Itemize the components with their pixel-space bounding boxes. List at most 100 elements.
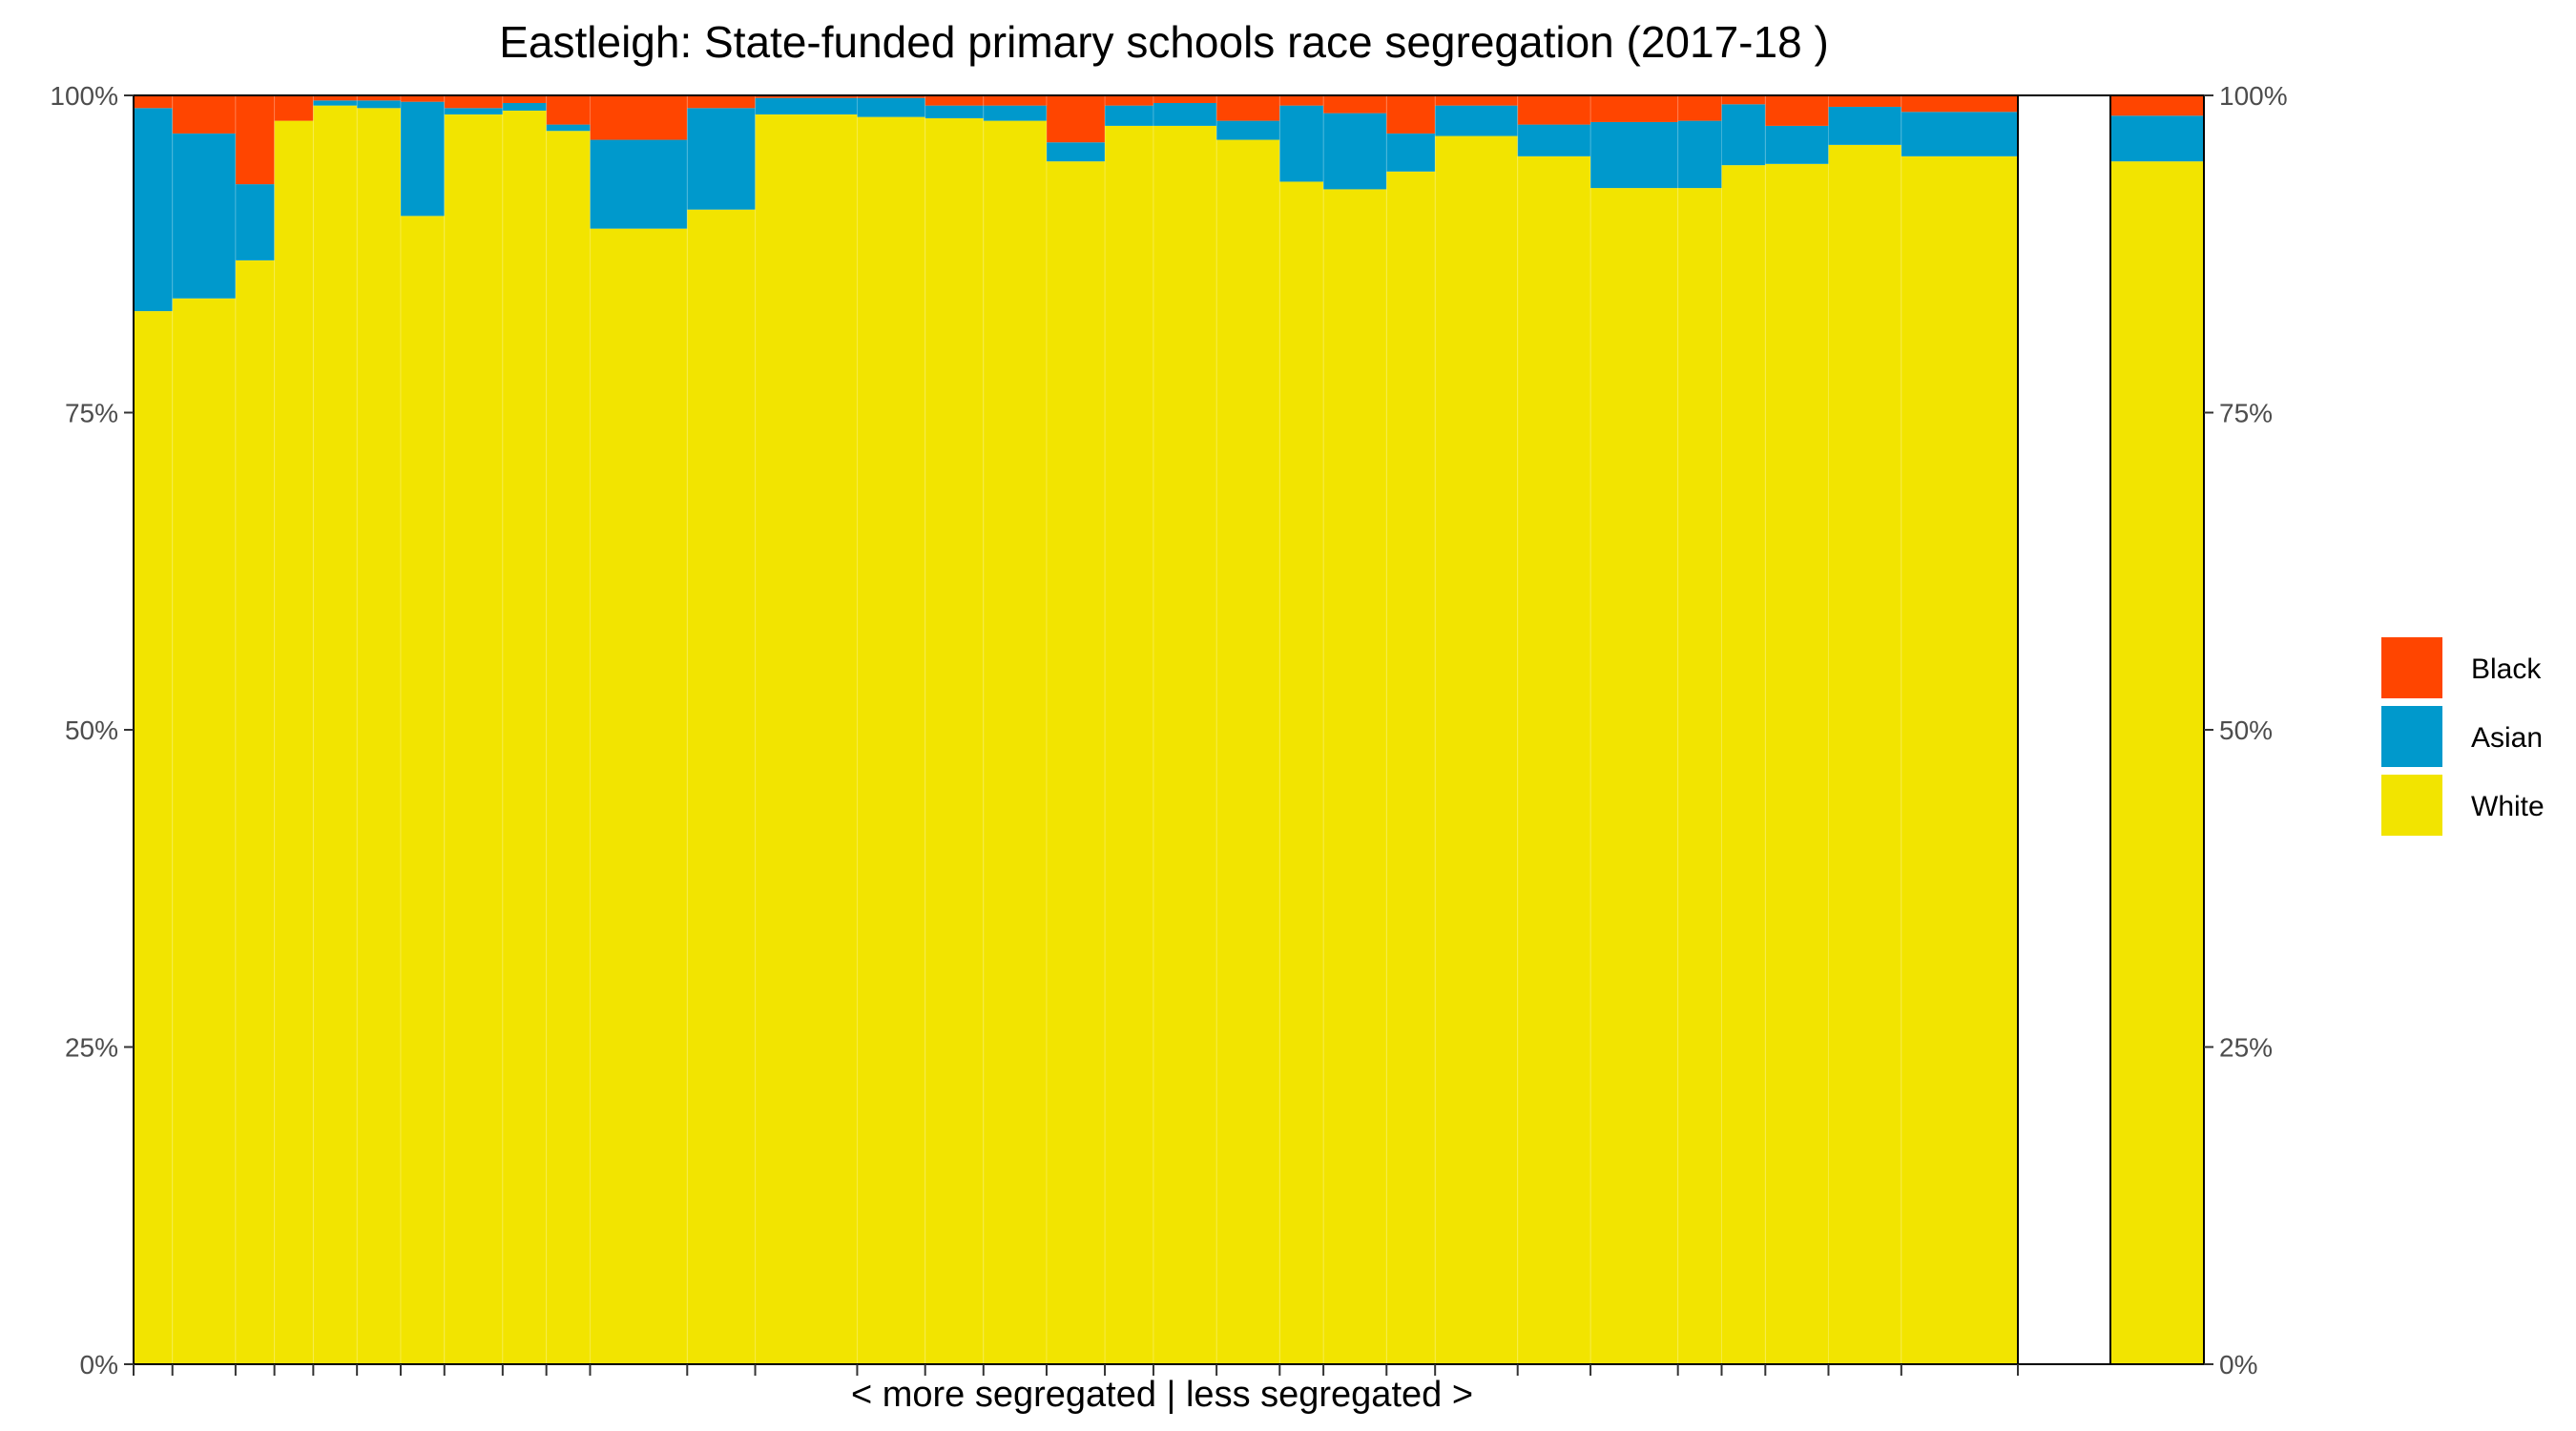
bar-black — [546, 95, 591, 125]
school-column — [1828, 95, 1901, 1364]
bar-asian — [590, 139, 688, 229]
legend-swatch — [2381, 637, 2442, 698]
bar-white — [590, 228, 688, 1364]
bar-black — [1216, 95, 1280, 121]
bar-asian — [1386, 133, 1436, 172]
bar-black — [172, 95, 236, 134]
bar-asian — [1677, 120, 1722, 189]
bar-white — [172, 298, 236, 1364]
legend-item-white: White — [2381, 775, 2545, 836]
axes-group: 0% 0% 25% 25% 50% 50% 75% 75% 100% 100% — [50, 81, 2287, 1379]
bar-black — [1517, 95, 1591, 125]
legend-label: Asian — [2471, 722, 2543, 754]
school-column — [1279, 95, 1324, 1365]
bar-white — [924, 117, 984, 1365]
bar-asian — [1590, 121, 1678, 189]
school-column — [172, 95, 236, 1364]
y-tick-label-right: 25% — [2219, 1033, 2273, 1063]
legend-item-black: Black — [2381, 637, 2542, 698]
bar-asian — [357, 100, 401, 109]
bar-white — [755, 114, 858, 1365]
bar-black — [1677, 95, 1722, 121]
school-column — [546, 95, 591, 1365]
bar-white — [1435, 135, 1518, 1364]
bar-white — [313, 105, 358, 1364]
school-column — [1105, 95, 1153, 1364]
legend-swatch — [2381, 775, 2442, 836]
bar-white — [1323, 189, 1387, 1364]
bar-asian — [1765, 125, 1829, 164]
bar-white — [1901, 156, 2018, 1365]
bar-asian — [1279, 105, 1324, 182]
bar-black — [1386, 95, 1436, 134]
bar-white — [1105, 125, 1153, 1364]
bar-asian — [1323, 113, 1387, 190]
bar-asian — [1435, 105, 1518, 136]
bar-black — [1046, 95, 1106, 143]
bar-white — [546, 131, 591, 1365]
school-column — [1590, 95, 1678, 1365]
bar-black — [235, 95, 275, 185]
bar-asian — [687, 108, 756, 210]
bar-asian — [134, 108, 173, 312]
bar-black — [1721, 95, 1766, 105]
school-column — [1721, 95, 1766, 1364]
legend-item-asian: Asian — [2381, 706, 2543, 767]
bar-white — [1046, 161, 1106, 1364]
y-tick-label-left: 0% — [80, 1350, 118, 1379]
bar-white — [134, 311, 173, 1365]
y-tick-label-left: 75% — [65, 399, 118, 428]
bar-asian — [172, 133, 236, 299]
legend-label: White — [2471, 791, 2545, 822]
bar-white — [1677, 188, 1722, 1365]
bar-asian — [983, 105, 1047, 121]
bar-white — [1216, 139, 1280, 1364]
bar-asian — [924, 105, 984, 118]
bar-asian — [1721, 104, 1766, 166]
bar-asian — [1828, 106, 1901, 145]
bar-black — [687, 95, 756, 109]
bar-white — [235, 259, 275, 1364]
bar-asian — [755, 97, 858, 114]
bar-black — [502, 95, 547, 103]
bar-white — [274, 120, 314, 1365]
district-total-column — [2110, 95, 2204, 1364]
x-axis-label: < more segregated | less segregated > — [851, 1375, 1473, 1415]
y-tick-label-right: 0% — [2219, 1350, 2257, 1379]
school-column — [857, 95, 925, 1365]
bar-white — [357, 108, 401, 1364]
bar-white — [1765, 163, 1829, 1364]
school-column — [1153, 95, 1217, 1364]
school-column — [1677, 95, 1722, 1365]
school-column — [1386, 95, 1436, 1364]
bar-asian — [1216, 120, 1280, 140]
school-column — [274, 95, 314, 1365]
school-column — [924, 95, 984, 1365]
school-column — [1765, 95, 1829, 1364]
bar-asian — [502, 102, 547, 111]
bar-asian — [1153, 102, 1217, 126]
bar-white — [983, 120, 1047, 1365]
bar-black — [1901, 95, 2018, 113]
school-column — [1901, 95, 2018, 1365]
bar-asian — [313, 100, 358, 106]
chart-title: Eastleigh: State-funded primary schools … — [499, 17, 1829, 67]
bar-black — [400, 95, 445, 102]
bar-white — [444, 114, 503, 1365]
bar-black — [755, 95, 858, 98]
bar-black — [1279, 95, 1324, 106]
bar-asian — [1105, 105, 1153, 126]
school-column — [983, 95, 1047, 1365]
bar-white — [1279, 181, 1324, 1365]
bar-black — [357, 95, 401, 101]
bar-white — [1828, 144, 1901, 1364]
school-column — [1323, 95, 1387, 1364]
school-column — [235, 95, 275, 1364]
bar-white — [687, 209, 756, 1365]
bar-white — [2110, 161, 2204, 1364]
bar-white — [1153, 125, 1217, 1364]
bar-black — [313, 95, 358, 101]
school-column — [1216, 95, 1280, 1364]
bar-asian — [546, 124, 591, 132]
